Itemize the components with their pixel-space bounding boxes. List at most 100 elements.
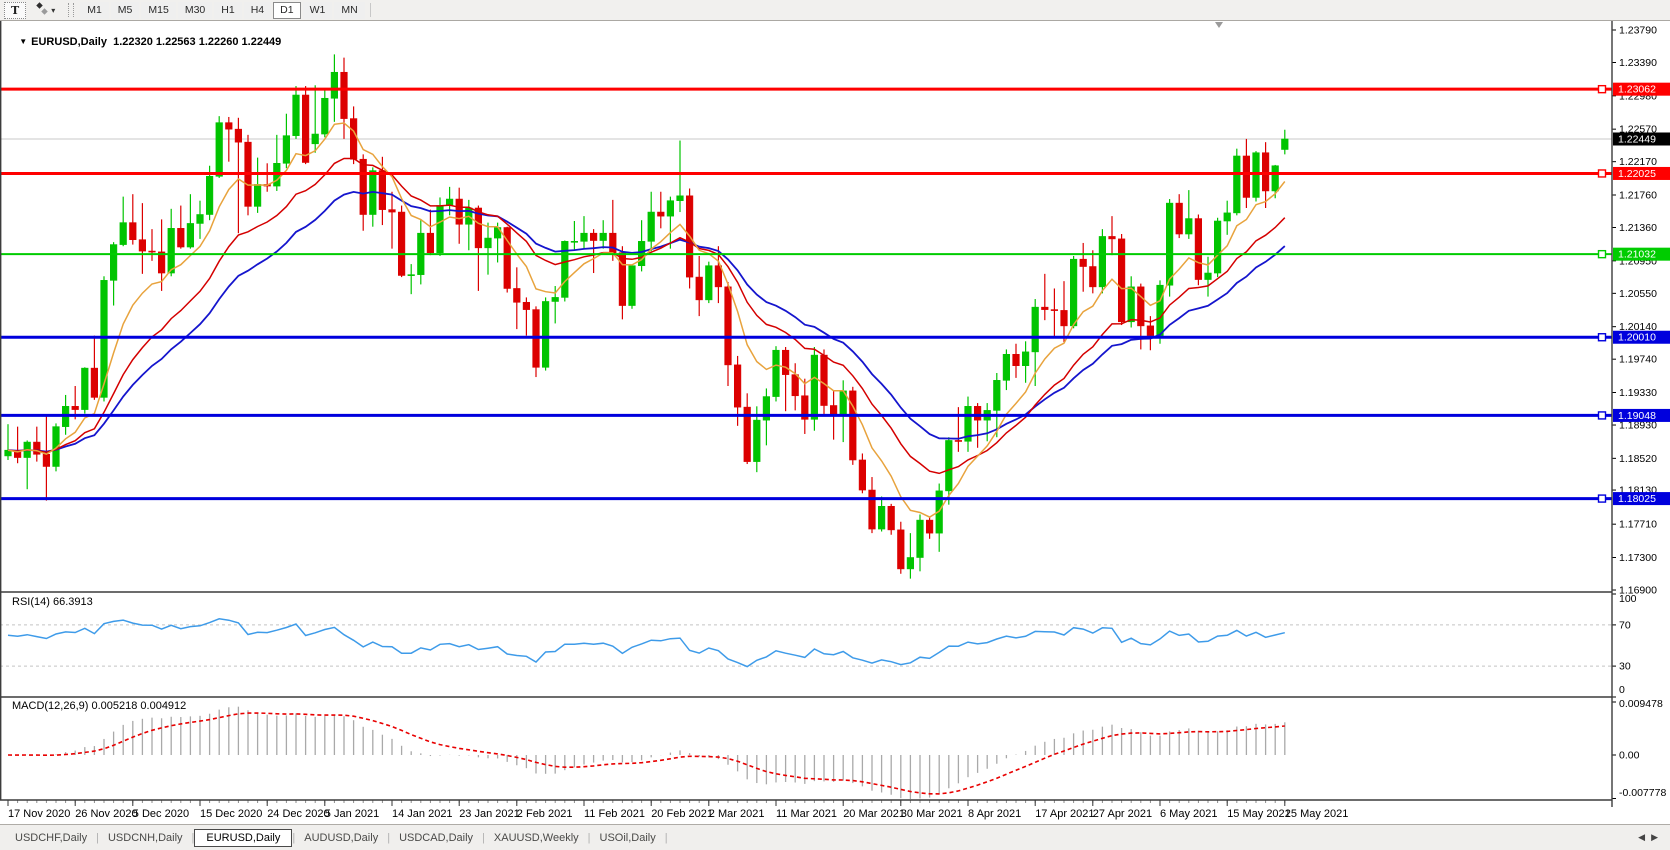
candle <box>1156 280 1164 344</box>
candle <box>810 346 818 431</box>
candle <box>186 194 195 249</box>
candle <box>1281 129 1289 155</box>
timeframe-button-m1[interactable]: M1 <box>80 1 109 19</box>
price-tick-label: 1.18930 <box>1619 420 1657 432</box>
sr-line-handle[interactable] <box>1597 249 1607 259</box>
tab-separator: | <box>482 831 485 844</box>
tab-separator: | <box>96 831 99 844</box>
candle <box>282 113 291 169</box>
timeframe-button-h1[interactable]: H1 <box>214 1 242 19</box>
candle <box>753 406 761 473</box>
candle <box>138 203 147 274</box>
rsi-tick-label: 100 <box>1619 593 1637 605</box>
symbol-tab-bar: USDCHF,Daily | USDCNH,Daily | EURUSD,Daily | A… <box>0 824 1670 850</box>
rsi-pane[interactable] <box>0 618 1612 668</box>
candle <box>1233 148 1241 216</box>
timeframe-button-m30[interactable]: M30 <box>177 1 213 19</box>
price-tick-label: 1.22170 <box>1619 156 1657 168</box>
candle <box>532 306 540 378</box>
candle <box>1060 281 1068 343</box>
candle <box>148 229 156 261</box>
candle <box>388 191 396 249</box>
axis-price-badge-label: 1.19048 <box>1618 410 1656 422</box>
sr-line-handle[interactable] <box>1597 333 1607 342</box>
text-tool-button[interactable]: T <box>4 1 27 19</box>
sr-line-handle[interactable] <box>1597 84 1607 94</box>
tab-audusd-daily[interactable]: AUDUSD,Daily <box>304 831 379 844</box>
candles-layer <box>4 54 1289 579</box>
sr-line-handle[interactable] <box>1597 411 1607 420</box>
tab-usdchf-daily[interactable]: USDCHF,Daily <box>15 831 88 844</box>
timeframe-button-m5[interactable]: M5 <box>110 1 140 19</box>
tab-xauusd-weekly[interactable]: XAUUSD,Weekly <box>493 831 579 844</box>
date-tick-label: 25 May 2021 <box>1285 808 1349 820</box>
main-price-pane[interactable] <box>0 54 1612 579</box>
candle <box>71 386 79 420</box>
candle <box>954 407 962 452</box>
tab-separator: | <box>292 831 296 844</box>
candle <box>781 346 790 412</box>
candle <box>541 297 550 371</box>
candle <box>129 194 137 245</box>
candle <box>522 297 530 336</box>
candle <box>1223 200 1231 235</box>
candle <box>119 196 127 247</box>
candle <box>81 367 89 414</box>
tab-scroll-arrows: ◀▶ <box>1638 832 1664 843</box>
candle <box>42 414 50 501</box>
tab-scroll-right-icon[interactable]: ▶ <box>1651 832 1664 842</box>
macd-pane[interactable] <box>7 706 1286 800</box>
axis-price-badge-label: 1.18025 <box>1618 493 1656 505</box>
candle <box>1194 214 1202 286</box>
arrow-style-button[interactable]: ▾ <box>28 1 62 19</box>
tab-eurusd-daily[interactable]: EURUSD,Daily <box>194 828 293 847</box>
candle <box>580 216 588 250</box>
tab-usoil-daily[interactable]: USOil,Daily <box>599 831 656 844</box>
sr-line-handle[interactable] <box>1597 169 1607 178</box>
symbol-dropdown-icon[interactable]: ▼ <box>19 37 28 46</box>
candle <box>417 220 425 285</box>
candle <box>839 380 847 443</box>
candle <box>225 116 233 162</box>
price-tick-label: 1.20550 <box>1619 288 1657 300</box>
candle <box>484 222 492 275</box>
timeframe-button-w1[interactable]: W1 <box>302 1 333 19</box>
candle <box>887 503 895 535</box>
candle <box>599 220 607 249</box>
candle <box>23 440 31 490</box>
date-tick-label: 30 Mar 2021 <box>901 808 963 820</box>
timeframe-button-d1[interactable]: D1 <box>273 1 301 19</box>
rsi-line <box>7 618 1285 668</box>
date-tick-label: 2 Feb 2021 <box>517 808 573 820</box>
timeframe-button-h4[interactable]: H4 <box>243 1 272 19</box>
candle <box>858 453 866 494</box>
ma-fast-line <box>7 122 1286 518</box>
macd-tick-label: 0.009478 <box>1619 698 1663 710</box>
timeframe-button-mn[interactable]: MN <box>334 1 365 19</box>
candle <box>1252 151 1260 202</box>
candle <box>666 196 674 249</box>
toolbar-grip[interactable] <box>68 3 75 17</box>
timeframe-button-m15[interactable]: M15 <box>141 1 176 19</box>
candle <box>743 393 751 465</box>
sr-line-handle[interactable] <box>1597 494 1607 503</box>
price-tick-label: 1.21760 <box>1619 189 1657 201</box>
candle <box>244 134 252 216</box>
candle <box>1185 190 1193 239</box>
tab-usdcnh-daily[interactable]: USDCNH,Daily <box>107 831 183 844</box>
candle <box>657 191 665 229</box>
tab-usdcad-daily[interactable]: USDCAD,Daily <box>399 831 474 844</box>
candle <box>551 286 559 324</box>
candle <box>906 533 914 579</box>
candle <box>513 267 521 330</box>
chart-shift-marker-icon[interactable] <box>1215 22 1223 28</box>
candle <box>916 514 924 572</box>
price-tick-label: 1.21360 <box>1619 222 1657 234</box>
price-axis[interactable]: 1.237901.233901.229801.225701.221701.217… <box>1612 25 1670 800</box>
macd-tick-label: 0.00 <box>1619 750 1640 762</box>
tab-scroll-left-icon[interactable]: ◀ <box>1638 832 1652 842</box>
candle <box>397 205 406 278</box>
